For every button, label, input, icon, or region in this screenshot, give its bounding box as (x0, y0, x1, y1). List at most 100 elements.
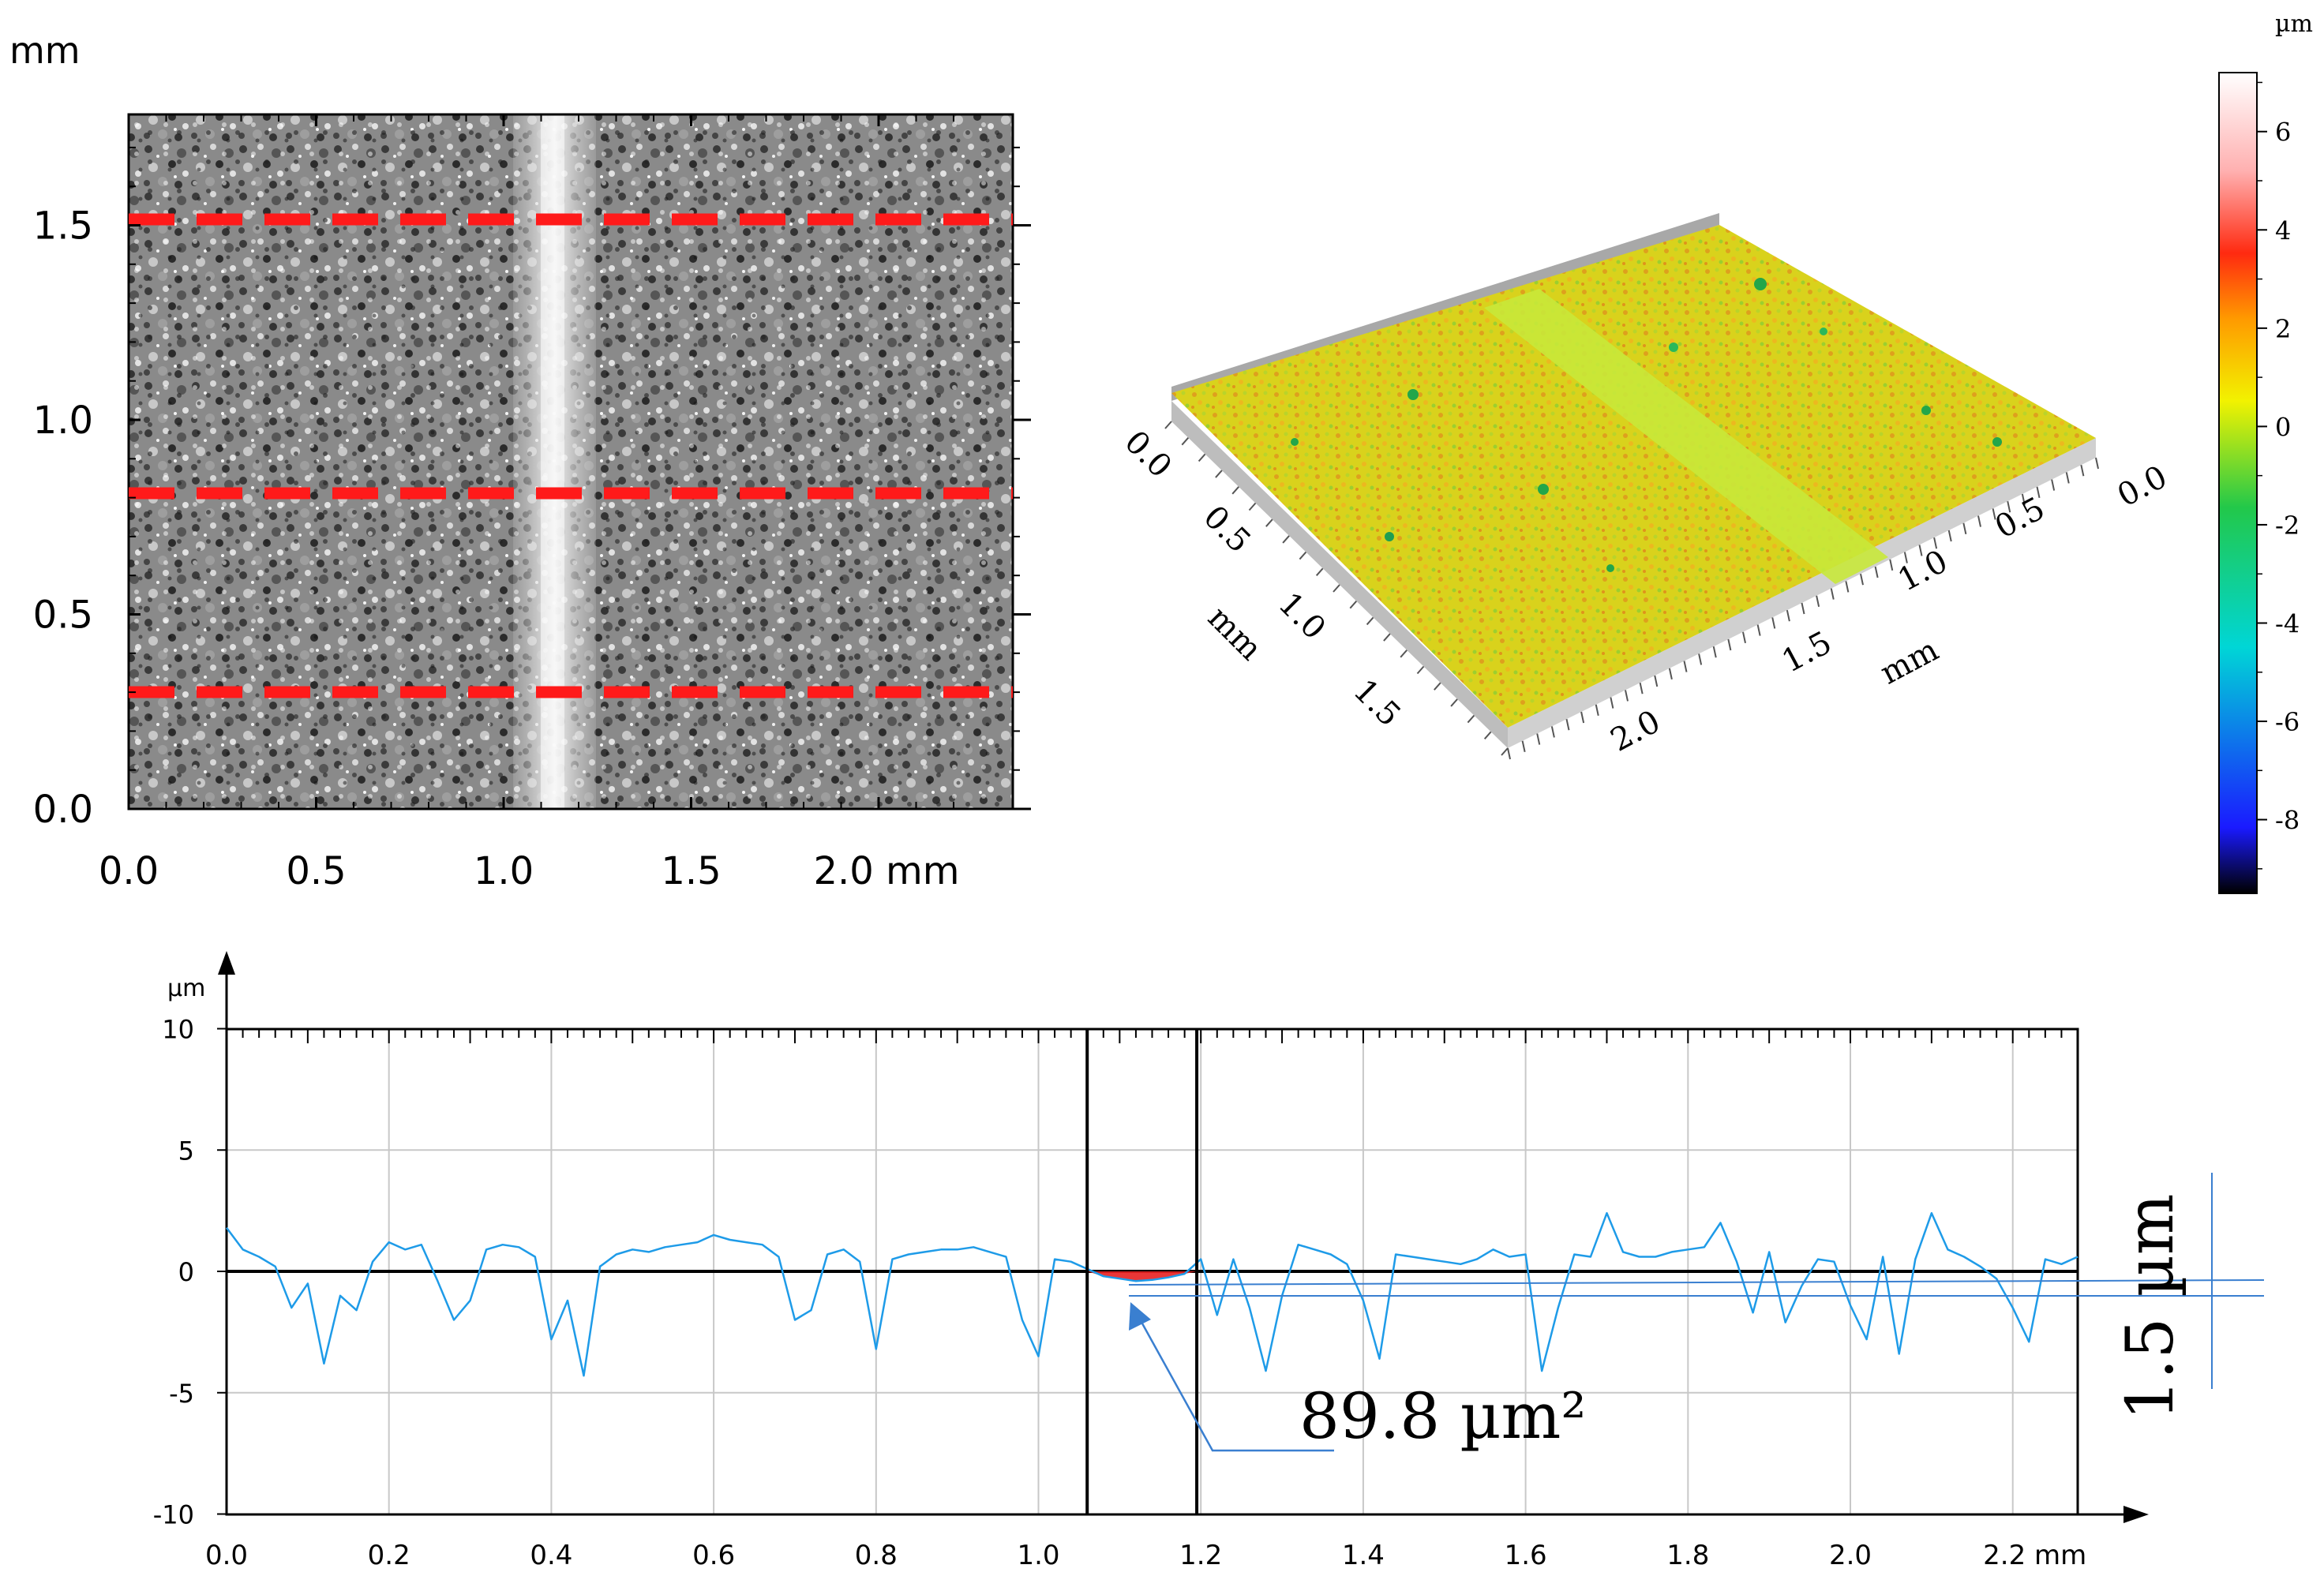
chart-y-tick-label: -10 (153, 1500, 194, 1530)
panel-b-front-edge-tick (1977, 515, 1981, 527)
panel-b-left-edge-tick (1467, 714, 1475, 724)
panel-b-front-edge-tick (1654, 675, 1659, 687)
panel-b-left-edge-tick (1315, 567, 1324, 576)
area-annotation: 89.8 µm² (1129, 1302, 1586, 1453)
colorbar-unit: µm (2275, 10, 2313, 38)
panel-b-front-edge-tick (1830, 588, 1835, 600)
panel-b-depth-tick-label: 1.5 (1346, 672, 1408, 734)
panel-b-left-edge-tick (1400, 649, 1408, 658)
panel-b-width-tick-label: 2.0 (1605, 703, 1666, 758)
depth-annotation: 1.5 µm (1128, 1173, 2265, 1421)
panel-b-front-edge-tick (1756, 624, 1761, 636)
panel-b-width-tick-label: 0.0 (2112, 459, 2173, 514)
panel-a-x-tick-label: 2.0 mm (813, 849, 959, 893)
panel-b-front-edge-tick (1903, 552, 1908, 563)
panel-a-x-tick-label: 1.0 (474, 849, 534, 893)
colorbar-tick-label: -2 (2275, 511, 2300, 541)
chart-vertical-markers (1085, 1029, 1199, 1514)
area-label: 89.8 µm² (1299, 1379, 1586, 1453)
panel-b-left-edge-tick (1164, 421, 1172, 429)
panel-a-y-tick-label: 0.0 (33, 788, 93, 832)
surface-base-front (1508, 438, 2096, 748)
panel-b-front-edge-tick (1550, 726, 1555, 738)
chart-x-tick-label: 2.2 mm (1983, 1540, 2086, 1571)
panel-b-front-edge-tick (1845, 581, 1850, 593)
chart-x-tick-label: 1.8 (1666, 1540, 1709, 1571)
panel-b-depth-tick-label: 0.0 (1117, 424, 1179, 485)
panel-b-left-edge-tick (1215, 470, 1223, 478)
colorbar-tick-label: 4 (2275, 215, 2291, 245)
panel-b-front-edge-tick (1801, 602, 1805, 615)
panel-b-front-edge-tick (2021, 493, 2026, 506)
panel-b-left-edge-tick (1383, 633, 1391, 642)
panel-b-left-edge-tick (1248, 502, 1257, 511)
panel-b-front-edge-tick (1507, 747, 1511, 760)
panel-b-front-edge-tick (1698, 653, 1703, 665)
panel-b-front-edge-tick (1889, 559, 1894, 571)
panel-b-front-edge-tick (2007, 500, 2011, 513)
panel-a-y-tick-label: 1.0 (33, 399, 93, 443)
profile-chart: µm 10 5 0 -5 -10 0.0 0.2 0.4 0.6 0.8 1.0 1.2 1.4 1.6… (153, 951, 2265, 1571)
surface-base-left (1171, 401, 1508, 748)
panel-b-depth-tick-label: 1.0 (1271, 586, 1333, 647)
chart-x-tick-label: 0.2 (368, 1540, 410, 1571)
chart-minor-ticks (242, 1029, 2063, 1043)
chart-x-tick-label: 0.8 (855, 1540, 898, 1571)
colorbar-tick-label: 0 (2275, 412, 2291, 442)
panel-b-front-edge-tick (2036, 486, 2041, 499)
panel-b-front-edge-tick (1874, 566, 1879, 578)
chart-x-tick-label: 1.0 (1017, 1540, 1059, 1571)
colorbar-tick-label: -4 (2275, 608, 2300, 638)
panel-b-left-edge-tick (1366, 616, 1374, 626)
colorbar: µm 6 4 2 0 -2 -4 -6 -8 (2218, 10, 2313, 894)
panel-a-x-tick-label: 1.5 (661, 849, 721, 893)
panel-b-front-edge-tick (1786, 609, 1790, 622)
chart-x-tick-labels: 0.0 0.2 0.4 0.6 0.8 1.0 1.2 1.4 1.6 1.8 2.0 2.2 mm (205, 1540, 2086, 1571)
panel-b-front-edge-tick (1771, 617, 1776, 629)
panel-b-left-edge-tick (1450, 698, 1458, 707)
panel-a-y-axis: 0.0 0.5 1.0 1.5 (33, 146, 1031, 832)
chart-y-tick-label: 5 (178, 1136, 194, 1166)
chart-y-tick-label: -5 (169, 1379, 194, 1409)
panel-b-front-edge-tick (1625, 690, 1629, 702)
colorbar-tick-label: 2 (2275, 314, 2291, 344)
colorbar-tick-label: -8 (2275, 806, 2300, 836)
panel-b-front-edge-tick (1639, 682, 1644, 694)
panel-a-image (127, 113, 1014, 810)
colorbar-gradient (2218, 72, 2258, 894)
panel-b-width-unit: mm (1875, 631, 1945, 691)
panel-b-front-edge-tick (1816, 595, 1820, 608)
panel-b-left-edge-tick (1501, 747, 1509, 756)
panel-b-left-edge-tick (1333, 584, 1340, 593)
panel-b-depth-tick-label: 0.5 (1196, 499, 1258, 560)
area-leader-line (1137, 1316, 1334, 1452)
chart-x-axis-arrowhead (2123, 1506, 2149, 1523)
panel-a-x-tick-label: 0.5 (286, 849, 346, 893)
colorbar-ticks: 6 4 2 0 -2 -4 -6 -8 (2257, 81, 2300, 870)
panel-a: mm 0.0 0.5 1.0 1.5 2.0 mm 0.0 0.5 1.0 1.5 (9, 29, 1031, 893)
panel-b-left-edge-tick (1181, 437, 1190, 446)
colorbar-tick-label: 6 (2275, 118, 2291, 148)
panel-b-left-edge-tick (1434, 682, 1441, 691)
panel-b-left-edge-tick (1231, 486, 1239, 495)
panel-b-front-edge-tick (1962, 522, 1967, 535)
panel-b-width-tick-label: 1.5 (1776, 624, 1838, 679)
area-leader-arrowhead (1129, 1302, 1151, 1331)
panel-b-front-edge-tick (1933, 537, 1938, 549)
panel-a-y-tick-label: 0.5 (33, 593, 93, 638)
panel-b-front-edge-tick (1992, 508, 1996, 520)
profile-line (225, 1211, 2078, 1377)
panel-a-unit-label: mm (9, 29, 81, 72)
colorbar-tick-label: -6 (2275, 707, 2300, 737)
panel-b-front-edge-tick (1521, 740, 1526, 753)
panel-b-left-edge-tick (1282, 535, 1290, 544)
chart-x-tick-label: 1.6 (1505, 1540, 1547, 1571)
chart-x-tick-label: 2.0 (1829, 1540, 1872, 1571)
chart-x-tick-label: 0.4 (530, 1540, 572, 1571)
panel-b-left-edge-tick (1416, 665, 1425, 675)
panel-b-left-edge-tick (1349, 601, 1358, 609)
panel-b-depth-unit: mm (1201, 600, 1269, 668)
chart-y-tick-label: 10 (162, 1015, 194, 1045)
